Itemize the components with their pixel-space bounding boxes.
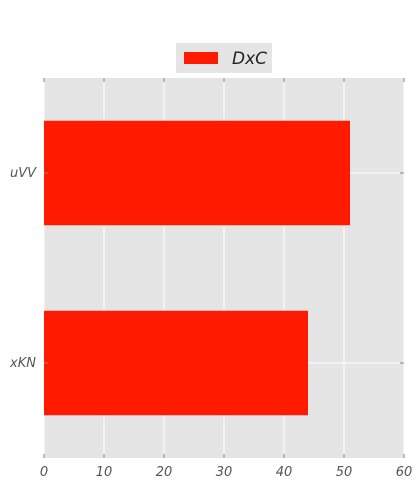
y-tick-label-uvv: uVV	[10, 166, 37, 181]
x-tick-label: 0	[40, 465, 48, 480]
x-tick-label: 50	[336, 465, 353, 480]
legend-swatch-dxc	[184, 52, 218, 64]
x-tick-label: 40	[276, 465, 293, 480]
y-tick-label-xkn: xKN	[9, 356, 36, 371]
y-axis-ticks: uVV xKN	[9, 166, 404, 371]
bar-uvv	[44, 120, 350, 226]
x-tick-label: 60	[396, 465, 413, 480]
bar-xkn	[44, 310, 308, 416]
legend: DxC	[176, 43, 272, 73]
legend-label-dxc: DxC	[232, 49, 267, 69]
x-tick-label: 30	[216, 465, 233, 480]
x-tick-label: 20	[156, 465, 173, 480]
bars	[44, 120, 350, 416]
x-axis-ticks: 0 10 20 30 40 50 60	[40, 78, 412, 480]
x-tick-label: 10	[96, 465, 113, 480]
